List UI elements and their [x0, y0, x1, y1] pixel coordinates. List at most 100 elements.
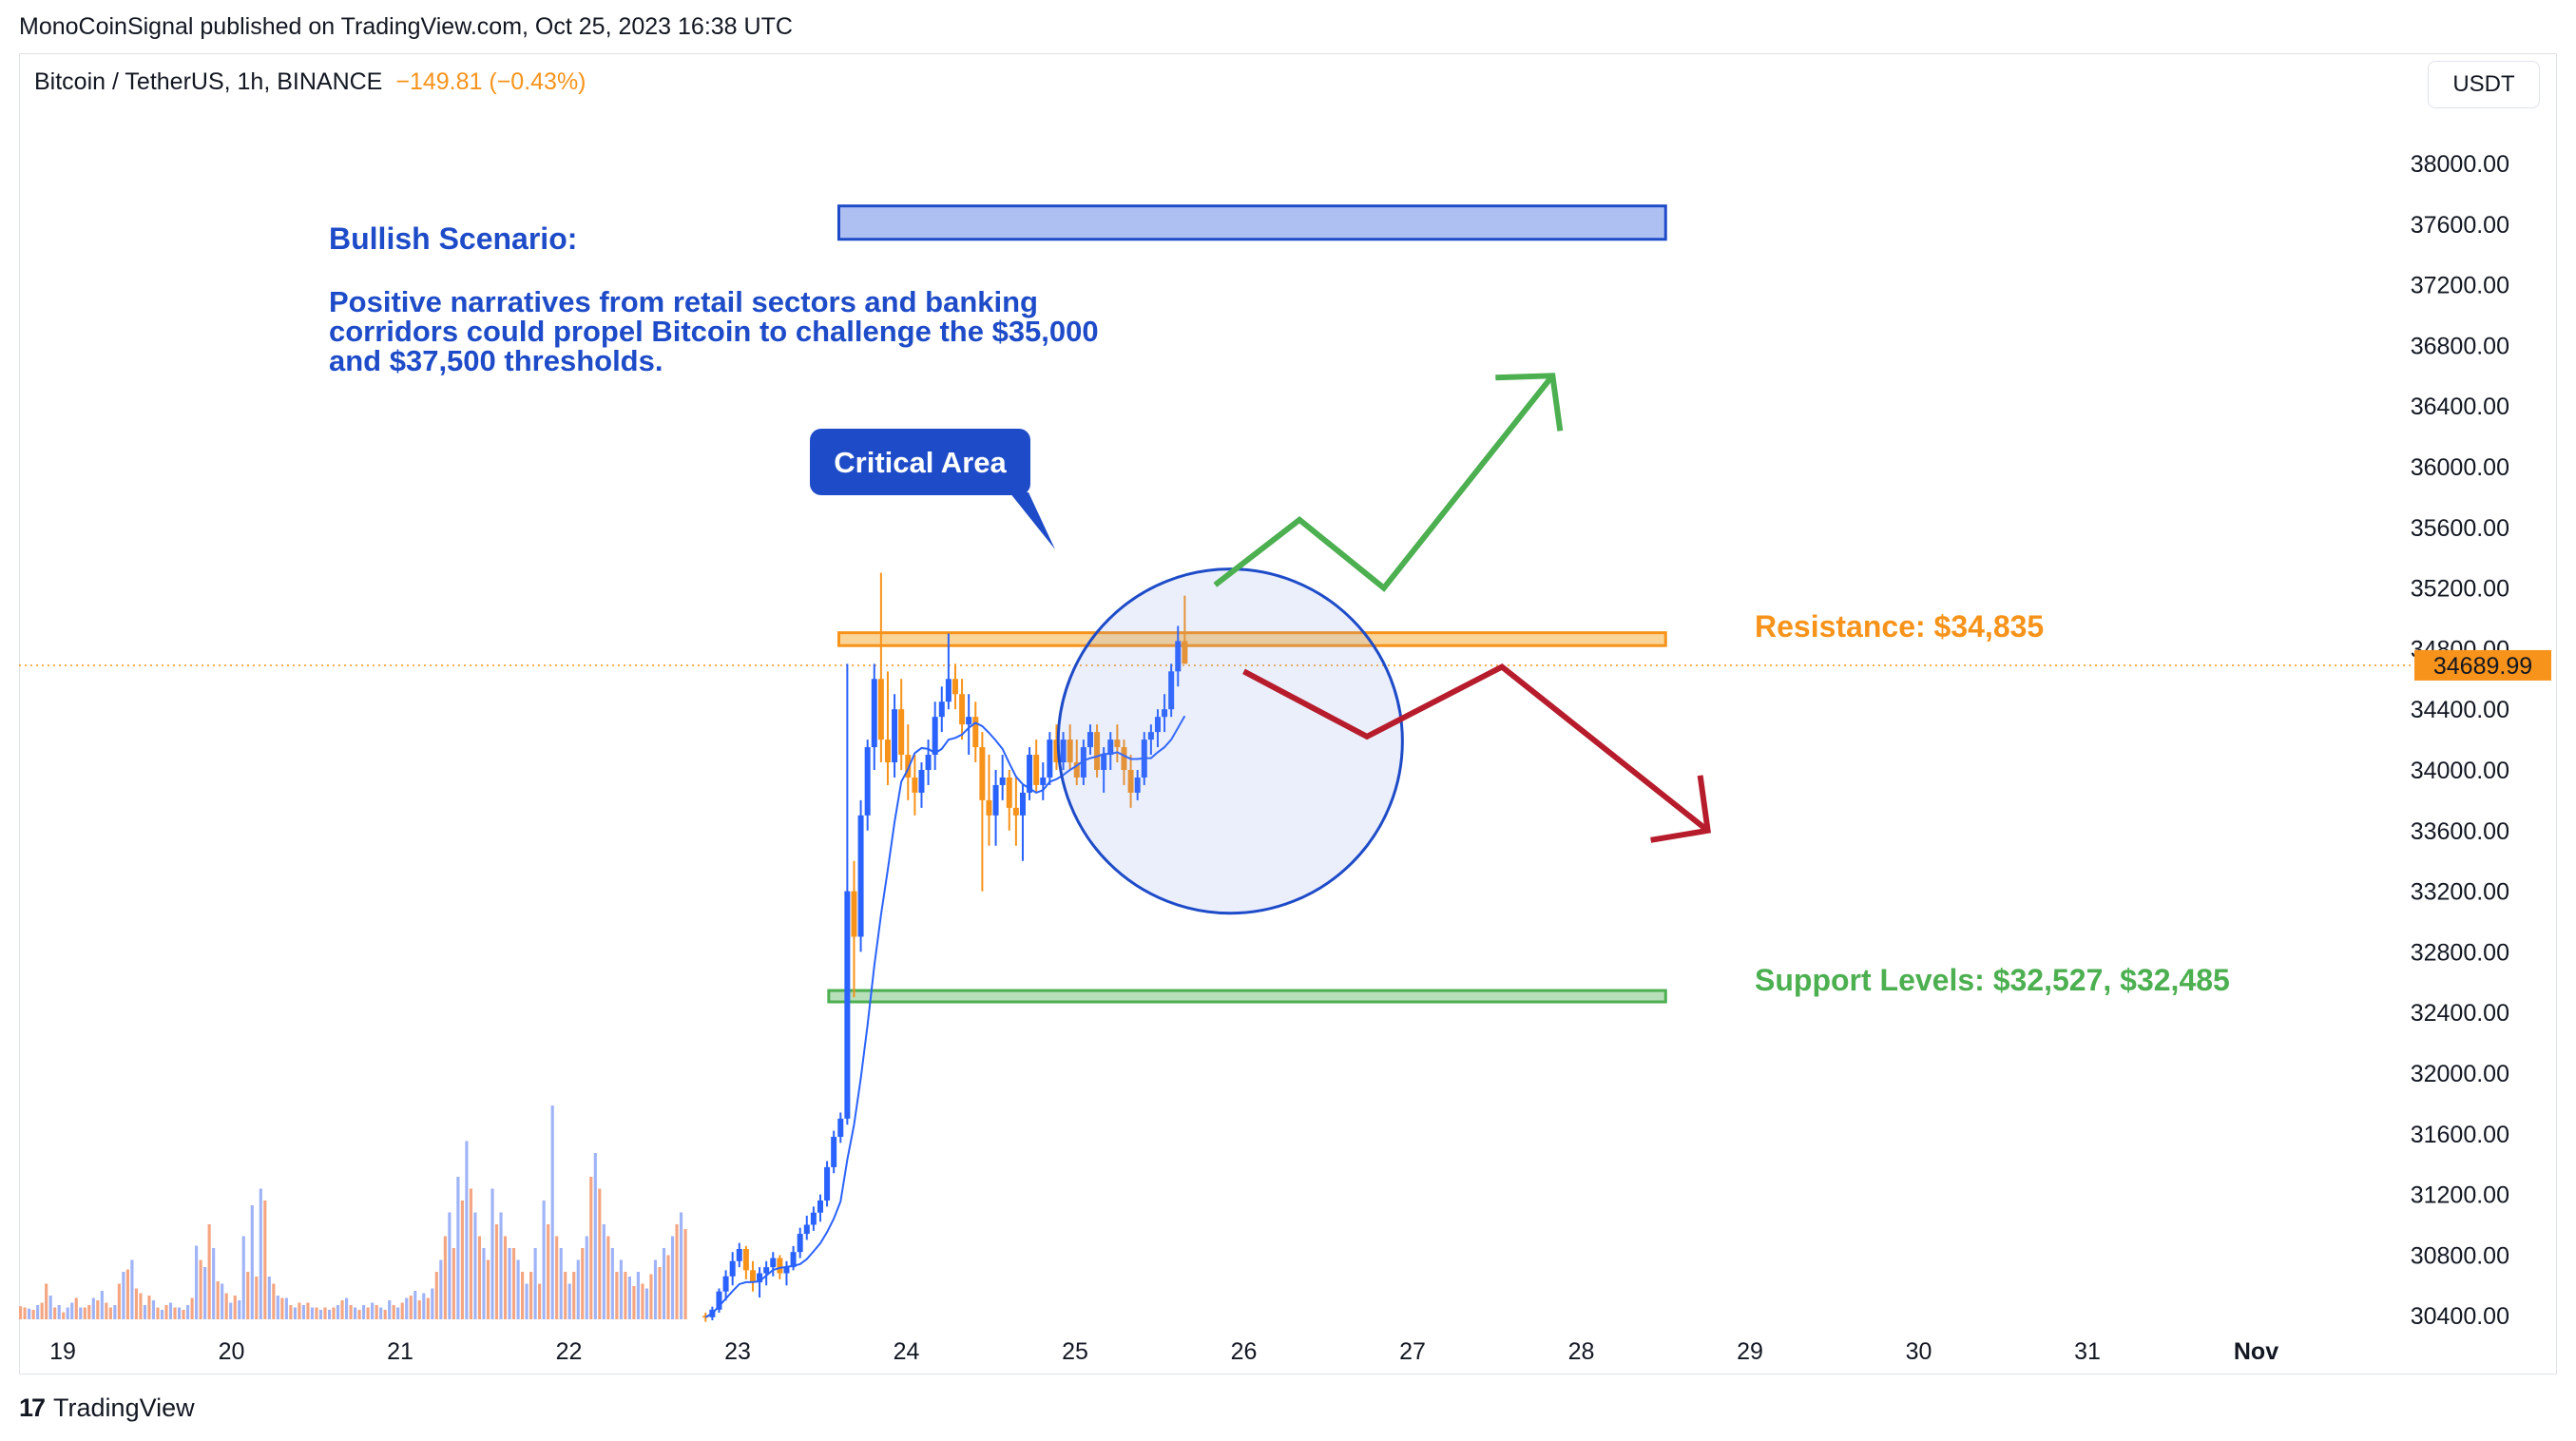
volume-bar [658, 1267, 662, 1319]
candle-body [1033, 755, 1040, 785]
volume-bar [413, 1291, 417, 1319]
volume-bar [139, 1293, 143, 1319]
volume-bar [31, 1310, 35, 1319]
volume-bar [113, 1305, 117, 1319]
volume-bar [125, 1269, 129, 1319]
moving-average-line [704, 715, 1186, 1318]
candle-body [810, 1212, 817, 1225]
candle-body [844, 891, 851, 1119]
volume-bar [108, 1307, 112, 1319]
bullish-arrow-head-icon [1495, 373, 1564, 432]
volume-bar [469, 1188, 473, 1319]
volume-bar [400, 1302, 404, 1319]
last-price-label: 34689.99 [2433, 653, 2532, 680]
candle-body [966, 717, 972, 725]
y-tick-label: 38000.00 [2411, 151, 2509, 178]
candle-body [918, 770, 925, 793]
candle-body [803, 1224, 810, 1235]
volume-bar [267, 1277, 271, 1319]
volume-bar [315, 1307, 318, 1319]
support-label: Support Levels: $32,527, $32,485 [1755, 963, 2230, 997]
volume-bar [490, 1188, 494, 1319]
bullish-scenario-text: and $37,500 thresholds. [329, 344, 663, 377]
volume-bar [23, 1307, 27, 1319]
volume-bar [212, 1248, 216, 1319]
candle-body [898, 709, 905, 756]
x-tick-label: 24 [894, 1338, 920, 1365]
volume-bar [156, 1307, 160, 1319]
callout-pointer [1009, 492, 1055, 549]
candle-body [1094, 732, 1101, 770]
critical-area-label: Critical Area [834, 446, 1007, 479]
volume-bar [48, 1296, 52, 1319]
y-tick-label: 33600.00 [2411, 818, 2509, 845]
candle-body [972, 717, 979, 748]
y-tick-label: 32400.00 [2411, 1000, 2509, 1027]
candle-body [797, 1234, 803, 1253]
volume-bar [221, 1283, 224, 1319]
volume-bar [62, 1312, 66, 1319]
volume-bar [521, 1272, 525, 1319]
volume-bar [241, 1236, 245, 1319]
candle-body [742, 1249, 749, 1271]
candle-body [992, 784, 999, 816]
volume-bar [675, 1224, 679, 1319]
volume-bar [636, 1272, 641, 1319]
candle-body [1067, 740, 1073, 763]
chart-frame [19, 53, 2557, 1374]
candle-body [892, 709, 898, 763]
volume-bar [122, 1272, 125, 1319]
candle-body [932, 717, 938, 756]
volume-bar [96, 1300, 100, 1319]
volume-bar [379, 1307, 383, 1319]
volume-bar [581, 1248, 585, 1319]
volume-bar [173, 1307, 177, 1319]
y-tick-label: 37200.00 [2411, 273, 2509, 299]
volume-bar [229, 1302, 233, 1319]
volume-bar [36, 1305, 40, 1319]
volume-bar [233, 1296, 237, 1319]
volume-bar [456, 1177, 460, 1319]
x-tick-label: 28 [1568, 1338, 1595, 1365]
volume-bar [323, 1307, 327, 1319]
published-info: MonoCoinSignal published on TradingView.… [19, 13, 793, 40]
symbol-legend[interactable]: Bitcoin / TetherUS, 1h, BINANCE −149.81 (… [34, 68, 586, 96]
candle-body [1101, 755, 1107, 770]
volume-bar [482, 1248, 486, 1319]
y-tick-label: 36800.00 [2411, 333, 2509, 359]
volume-bar [477, 1236, 482, 1319]
volume-bar [207, 1224, 211, 1319]
volume-bar [598, 1188, 602, 1319]
volume-bar [499, 1212, 503, 1319]
bullish-scenario-title: Bullish Scenario: [329, 221, 577, 256]
candle-body [824, 1166, 831, 1201]
candle-body [925, 755, 932, 770]
volume-bar [538, 1283, 542, 1319]
bullish-scenario-text: Positive narratives from retail sectors … [329, 285, 1038, 318]
candle-body [884, 740, 891, 763]
currency-unit-button[interactable]: USDT [2428, 61, 2540, 108]
volume-bar [516, 1259, 520, 1319]
volume-bar [619, 1259, 623, 1319]
candle-body [1012, 807, 1019, 816]
volume-bar [422, 1293, 426, 1319]
x-tick-label: 22 [556, 1338, 583, 1365]
volume-bar [426, 1297, 430, 1319]
x-tick-label: 21 [387, 1338, 413, 1365]
candle-body [1073, 762, 1080, 778]
candle-body [1060, 740, 1067, 763]
y-tick-label: 34000.00 [2411, 758, 2509, 784]
volume-bar [542, 1201, 546, 1319]
volume-bar [340, 1300, 344, 1319]
volume-bar [168, 1302, 173, 1319]
candle-body [722, 1276, 729, 1292]
symbol-change: −149.81 (−0.43%) [395, 68, 586, 95]
volume-bar [511, 1248, 516, 1319]
candle-body [817, 1200, 823, 1213]
footer-brand[interactable]: 17 TradingView [19, 1393, 195, 1423]
volume-bar [336, 1305, 340, 1319]
target-zone-box [837, 204, 1667, 241]
candle-body [749, 1270, 756, 1283]
candle-body [1168, 671, 1175, 710]
